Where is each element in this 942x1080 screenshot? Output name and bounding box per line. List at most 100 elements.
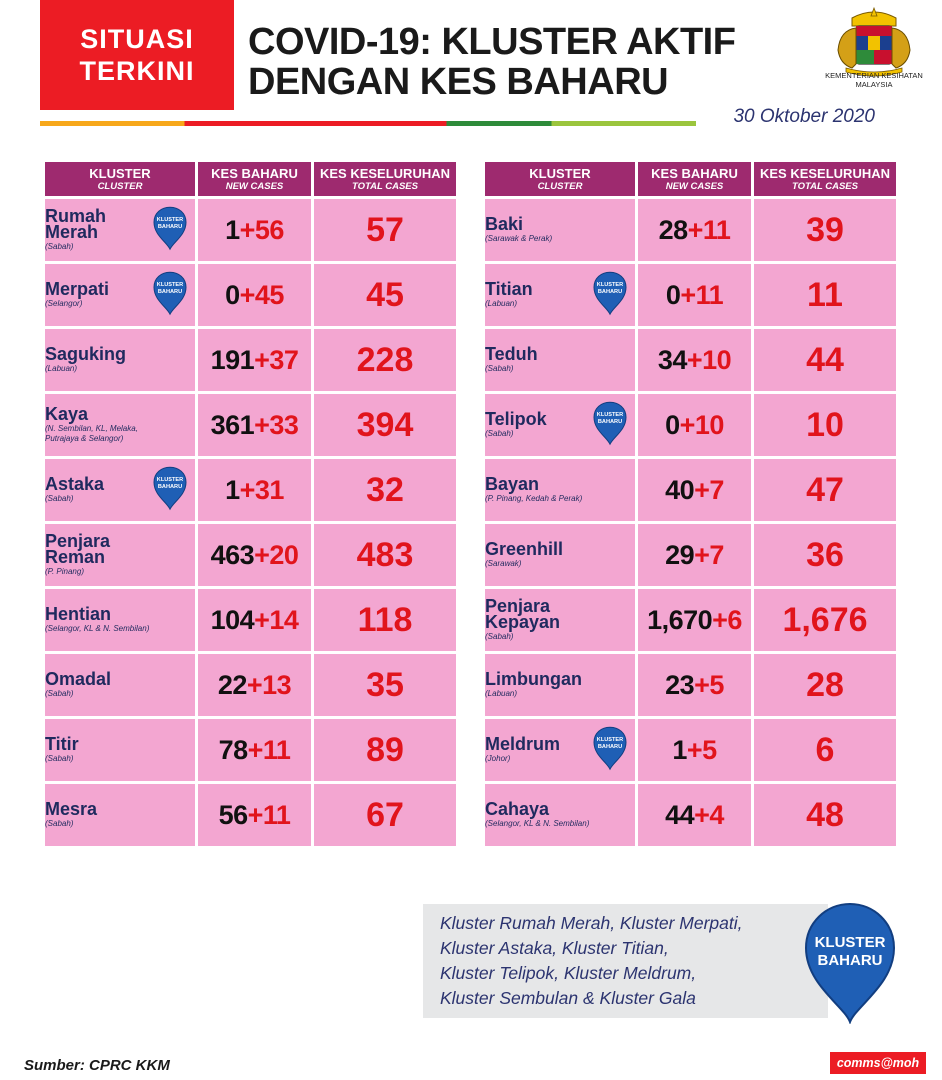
pin-line-1: KLUSTER — [597, 282, 623, 288]
cluster-cell: Rumah Merah (Sabah) KLUSTER BAHARU — [45, 199, 195, 261]
situasi-terkini-badge: SITUASI TERKINI — [40, 0, 234, 110]
new-cases-cell: 34+10 — [638, 329, 751, 391]
table-row: Mesra (Sabah) 56+11 67 — [45, 784, 456, 846]
header-total-cases: KES KESELURUHAN TOTAL CASES — [754, 162, 896, 196]
total-cases-cell: 44 — [754, 329, 896, 391]
source-credit: Sumber: CPRC KKM — [24, 1057, 170, 1074]
cluster-name: Meldrum — [485, 734, 561, 754]
table-row: Astaka (Sabah) KLUSTER BAHARU 1+31 32 — [45, 459, 456, 521]
added-cases: +14 — [254, 604, 299, 635]
new-cases-cell: 40+7 — [638, 459, 751, 521]
table-row: Kaya (N. Sembilan, KL, Melaka, Putrajaya … — [45, 394, 456, 456]
table-row: Meldrum (Johor) KLUSTER BAHARU 1+5 6 — [485, 719, 896, 781]
header-total-label: KES KESELURUHAN — [319, 165, 450, 181]
badge-line-2: TERKINI — [79, 56, 195, 86]
added-cases: +56 — [239, 214, 285, 245]
header-new-cases: KES BAHARU NEW CASES — [198, 162, 311, 196]
header-new-sub: NEW CASES — [665, 180, 724, 192]
table-row: Titian (Labuan) KLUSTER BAHARU 0+11 11 — [485, 264, 896, 326]
cluster-name: Bayan — [485, 474, 540, 494]
cluster-table-left: KLUSTER CLUSTER KES BAHARU NEW CASES KES K… — [42, 159, 459, 849]
pin-line-1: KLUSTER — [157, 477, 183, 483]
cluster-cell: Meldrum (Johor) KLUSTER BAHARU — [485, 719, 635, 781]
table-row: Greenhill (Sarawak) 29+7 36 — [485, 524, 896, 586]
header-new-label: KES BAHARU — [211, 165, 298, 181]
prior-cases: 0 — [225, 279, 240, 310]
table-row: Hentian (Selangor, KL & N. Sembilan) 104+1… — [45, 589, 456, 651]
cluster-name: Cahaya — [485, 799, 550, 819]
total-cases-cell: 483 — [314, 524, 456, 586]
ministry-line-1: KEMENTERIAN KESIHATAN — [825, 71, 923, 80]
total-cases-cell: 28 — [754, 654, 896, 716]
table-row: Penjara Reman (P. Pinang) 463+20 483 — [45, 524, 456, 586]
new-cases-cell: 56+11 — [198, 784, 311, 846]
new-cluster-note — [423, 904, 828, 1018]
added-cases: +31 — [239, 474, 285, 505]
added-cases: +11 — [247, 734, 291, 765]
total-cases-cell: 10 — [754, 394, 896, 456]
prior-cases: 56 — [218, 799, 249, 830]
cluster-name: Hentian — [45, 604, 112, 624]
cluster-location: (Labuan) — [45, 364, 78, 373]
new-cases-cell: 1+5 — [638, 719, 751, 781]
added-cases: +10 — [686, 344, 732, 375]
header-total-cases: KES KESELURUHAN TOTAL CASES — [314, 162, 456, 196]
prior-cases: 1 — [225, 214, 240, 245]
cluster-location: (Johor) — [485, 754, 511, 763]
cluster-location: (Sarawak & Perak) — [485, 234, 553, 243]
total-cases-cell: 48 — [754, 784, 896, 846]
added-cases: +4 — [694, 799, 724, 830]
table-row: Cahaya (Selangor, KL & N. Sembilan) 44+4 48 — [485, 784, 896, 846]
header-cluster-sub: CLUSTER — [537, 180, 583, 192]
cluster-cell: Kaya (N. Sembilan, KL, Melaka, Putrajaya … — [45, 394, 195, 456]
prior-cases: 22 — [217, 669, 248, 700]
total-cases-cell: 6 — [754, 719, 896, 781]
cluster-name: Titir — [45, 734, 79, 754]
cluster-cell: Limbungan (Labuan) — [485, 654, 635, 716]
added-cases: +6 — [712, 604, 742, 635]
total-cases-cell: 118 — [314, 589, 456, 651]
added-cases: +20 — [254, 539, 299, 570]
prior-cases: 1 — [225, 474, 240, 505]
cluster-location: (P. Pinang, Kedah & Perak) — [485, 494, 583, 503]
cluster-name: Limbungan — [485, 669, 582, 689]
header-new-label: KES BAHARU — [651, 165, 738, 181]
cluster-cell: Bayan (P. Pinang, Kedah & Perak) — [485, 459, 635, 521]
table-row: Saguking (Labuan) 191+37 228 — [45, 329, 456, 391]
cluster-location: (Sabah) — [45, 819, 74, 828]
table-row: Teduh (Sabah) 34+10 44 — [485, 329, 896, 391]
table-row: Rumah Merah (Sabah) KLUSTER BAHARU 1+56 57 — [45, 199, 456, 261]
coat-of-arms-icon — [837, 6, 911, 77]
ministry-name: KEMENTERIAN KESIHATAN MALAYSIA — [812, 71, 936, 89]
new-cases-cell: 22+13 — [198, 654, 311, 716]
total-cases-cell: 394 — [314, 394, 456, 456]
prior-cases: 29 — [665, 539, 695, 570]
total-cases-cell: 32 — [314, 459, 456, 521]
new-cases-cell: 361+33 — [198, 394, 311, 456]
prior-cases: 0 — [665, 279, 681, 310]
pin-line-1: KLUSTER — [157, 282, 183, 288]
note-line-3: Kluster Telipok, Kluster Meldrum, — [440, 963, 697, 983]
new-cases-cell: 463+20 — [198, 524, 311, 586]
table-row: Limbungan (Labuan) 23+5 28 — [485, 654, 896, 716]
cluster-location: (Labuan) — [485, 689, 518, 698]
new-cases-cell: 104+14 — [198, 589, 311, 651]
total-cases-cell: 36 — [754, 524, 896, 586]
header-new-cases: KES BAHARU NEW CASES — [638, 162, 751, 196]
prior-cases: 78 — [218, 734, 249, 765]
new-cases-cell: 1,670+6 — [638, 589, 751, 651]
cluster-cell: Merpati (Selangor) KLUSTER BAHARU — [45, 264, 195, 326]
cluster-name: Kaya — [45, 404, 89, 424]
prior-cases: 23 — [665, 669, 695, 700]
cluster-location: (Labuan) — [485, 299, 518, 308]
prior-cases: 1 — [672, 734, 687, 765]
big-pin-line-1: KLUSTER — [815, 934, 886, 951]
header-cluster: KLUSTER CLUSTER — [45, 162, 195, 196]
cluster-cell: Astaka (Sabah) KLUSTER BAHARU — [45, 459, 195, 521]
added-cases: +11 — [687, 214, 731, 245]
ministry-line-2: MALAYSIA — [855, 80, 893, 89]
added-cases: +11 — [247, 799, 291, 830]
